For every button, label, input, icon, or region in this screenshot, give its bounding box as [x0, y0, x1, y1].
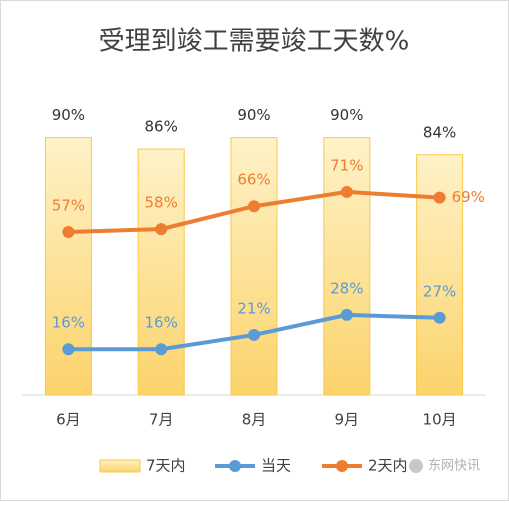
line-point: [248, 200, 260, 213]
legend-label: 当天: [261, 457, 291, 475]
line-point: [433, 311, 446, 324]
point-label: 21%: [237, 299, 270, 317]
x-tick-label: 6月: [56, 411, 81, 429]
bar-label: 84%: [423, 123, 456, 141]
point-label: 16%: [145, 314, 178, 332]
bar-label: 86%: [145, 118, 178, 136]
line-point: [248, 328, 260, 341]
bar: [230, 137, 278, 396]
chart-title: 受理到竣工需要竣工天数%: [99, 27, 410, 57]
point-label: 16%: [52, 314, 85, 332]
bar-label: 90%: [330, 106, 363, 124]
legend-label: 7天内: [146, 457, 186, 475]
point-label: 71%: [330, 156, 363, 174]
x-tick-label: 8月: [242, 411, 267, 429]
point-label: 66%: [237, 171, 270, 189]
line-point: [62, 225, 75, 238]
watermark-icon: [409, 459, 423, 473]
line-point: [340, 308, 353, 321]
line-point: [340, 185, 353, 198]
line-point: [62, 343, 75, 356]
legend-label: 2天内: [368, 457, 408, 475]
bar-label: 90%: [237, 106, 270, 124]
legend-swatch-point: [229, 460, 241, 472]
point-label: 28%: [330, 279, 363, 297]
point-label: 27%: [423, 282, 456, 300]
point-label: 69%: [452, 188, 485, 206]
bar: [137, 148, 185, 396]
x-tick-label: 10月: [423, 411, 457, 429]
watermark: 东网快讯: [428, 459, 480, 474]
line-point: [433, 191, 446, 204]
point-label: 57%: [52, 196, 85, 214]
x-tick-label: 9月: [335, 411, 360, 429]
line-point: [155, 223, 168, 236]
bar: [323, 137, 371, 396]
x-tick-label: 7月: [149, 411, 174, 429]
point-label: 58%: [145, 194, 178, 212]
bar-label: 90%: [52, 106, 85, 124]
bar: [44, 137, 92, 396]
legend-swatch: [99, 459, 141, 473]
line-point: [155, 343, 168, 356]
legend-swatch-point: [336, 460, 348, 472]
